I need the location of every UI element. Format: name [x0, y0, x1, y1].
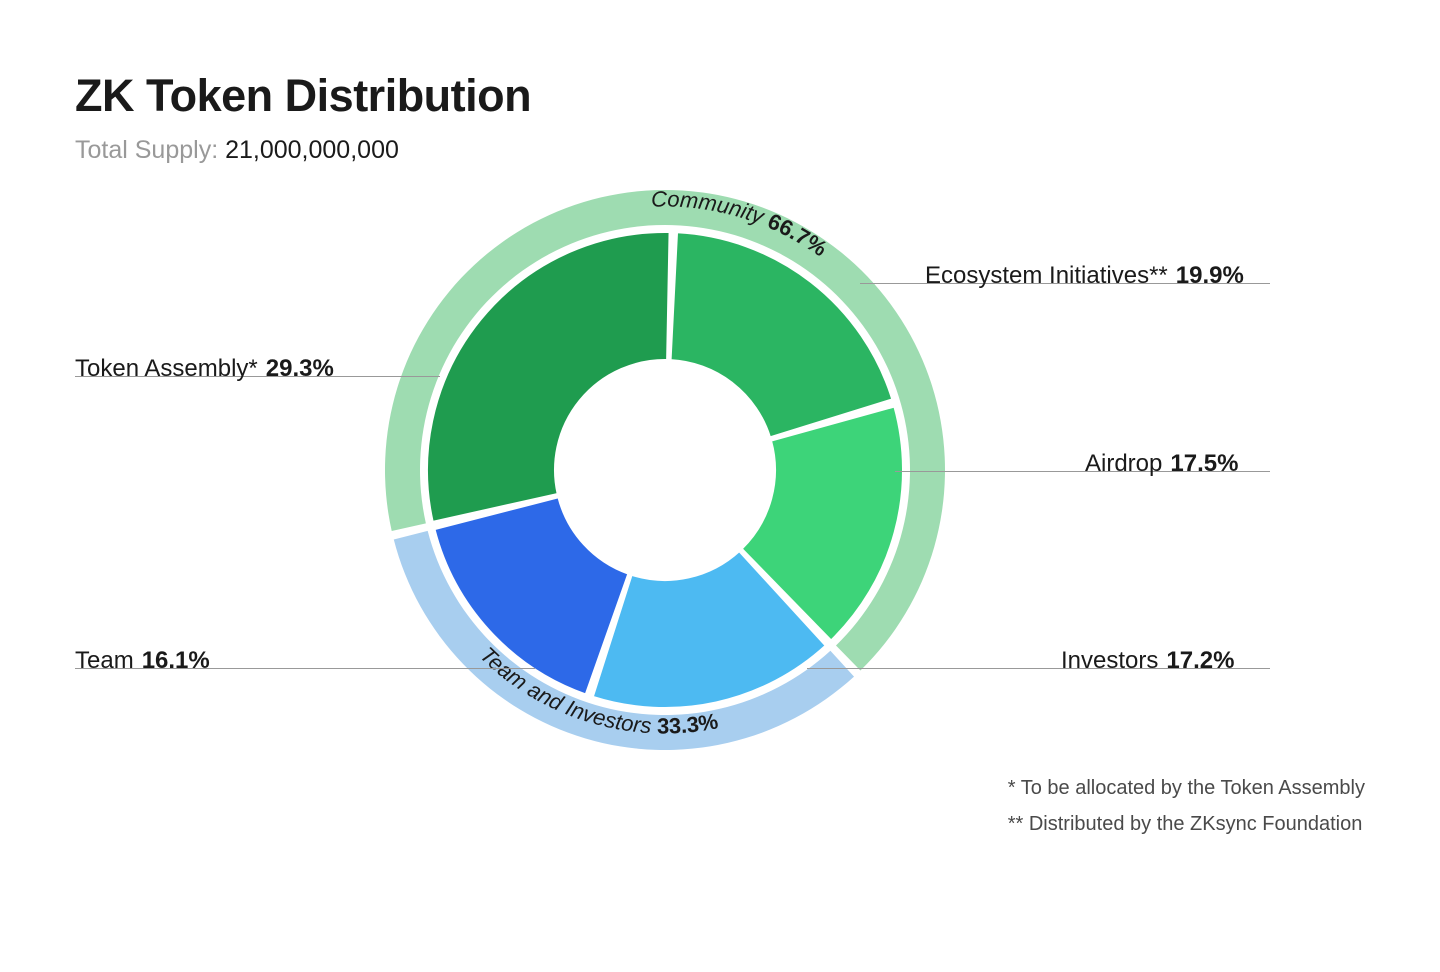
footnotes: * To be allocated by the Token Assembly …: [1008, 770, 1365, 842]
slice-label-text: Token Assembly*: [75, 355, 258, 382]
slice-label: Team 16.1%: [75, 647, 210, 675]
slice-label: Ecosystem Initiatives** 19.9%: [925, 262, 1244, 290]
slice-ecosystem-initiatives: [671, 232, 893, 437]
slice-label-text: Ecosystem Initiatives**: [925, 262, 1168, 289]
slice-label-text: Team: [75, 647, 134, 674]
footnote-2: ** Distributed by the ZKsync Foundation: [1008, 806, 1365, 842]
slice-label-text: Airdrop: [1085, 450, 1162, 477]
slice-token-assembly: [427, 232, 670, 522]
slice-team: [434, 497, 628, 694]
slice-label: Token Assembly* 29.3%: [75, 355, 334, 383]
slice-label-pct: 17.5%: [1170, 450, 1238, 477]
slice-label-text: Investors: [1061, 647, 1158, 674]
slice-label-pct: 19.9%: [1176, 262, 1244, 289]
slice-label-pct: 29.3%: [266, 355, 334, 382]
slice-label: Airdrop 17.5%: [1085, 450, 1238, 478]
slice-label-pct: 17.2%: [1166, 647, 1234, 674]
footnote-1: * To be allocated by the Token Assembly: [1008, 770, 1365, 806]
slice-label: Investors 17.2%: [1061, 647, 1234, 675]
slice-label-pct: 16.1%: [142, 647, 210, 674]
